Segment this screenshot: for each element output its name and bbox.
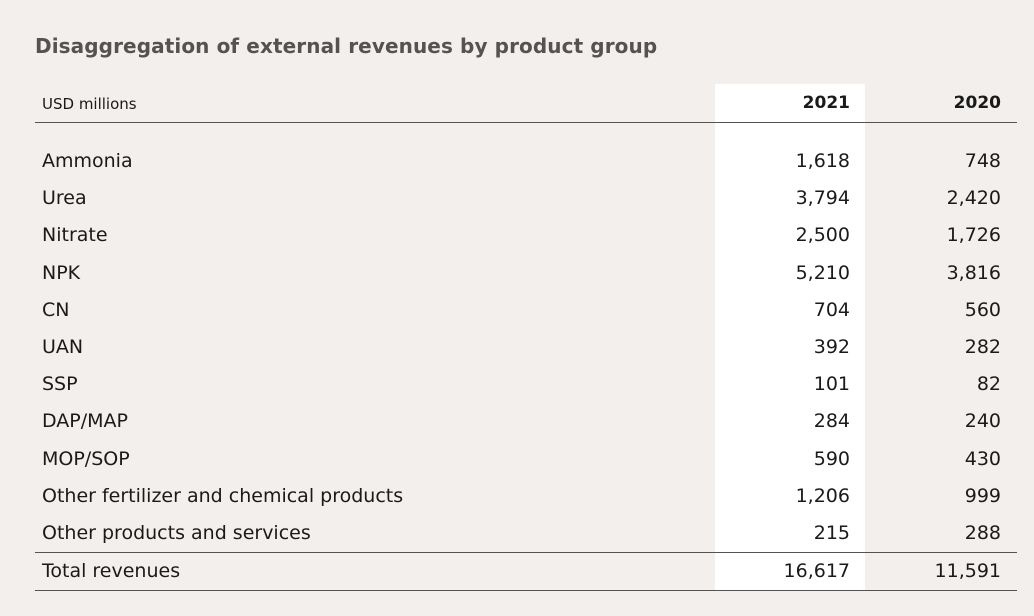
table-row: Nitrate 2,500 1,726 [35,217,1017,254]
value-2020: 2,420 [946,187,1001,210]
total-value-2021: 16,617 [783,560,850,582]
value-2020: 999 [964,484,1001,507]
table-row: Other fertilizer and chemical products 1… [35,478,1017,515]
value-2020: 288 [964,521,1001,544]
value-2020: 3,816 [946,261,1001,284]
total-value-2020: 11,591 [934,560,1001,582]
total-label: Total revenues [42,560,181,582]
value-2021: 284 [813,410,850,433]
row-label: DAP/MAP [42,410,129,433]
value-2021: 101 [813,373,850,396]
value-2020: 1,726 [946,224,1001,247]
table-body: Ammonia 1,618 748 Urea 3,794 2,420 Nitra… [35,143,1017,552]
value-2020: 240 [964,410,1001,433]
value-2020: 282 [964,335,1001,358]
value-2021: 5,210 [795,261,850,284]
value-2021: 1,618 [795,150,850,172]
table-header: USD millions 2021 2020 [35,84,1017,123]
value-2020: 82 [976,373,1001,396]
value-2021: 1,206 [795,484,850,507]
row-label: Other products and services [42,521,311,544]
row-label: NPK [42,261,81,284]
table-row: SSP 101 82 [35,366,1017,403]
value-2020: 748 [964,150,1001,172]
value-2020: 430 [964,447,1001,470]
value-2021: 2,500 [795,224,850,247]
table-row: UAN 392 282 [35,329,1017,366]
row-label: Nitrate [42,224,108,247]
row-label: Urea [42,187,87,210]
column-header-2021: 2021 [802,93,850,113]
unit-label: USD millions [42,95,137,113]
row-label: CN [42,298,70,321]
row-label: Ammonia [42,150,133,172]
value-2021: 392 [813,335,850,358]
value-2021: 3,794 [795,187,850,210]
table-title: Disaggregation of external revenues by p… [35,34,658,58]
value-2021: 215 [813,521,850,544]
row-label: Other fertilizer and chemical products [42,484,404,507]
table-row: NPK 5,210 3,816 [35,255,1017,292]
table-row: Ammonia 1,618 748 [35,143,1017,180]
table-row: CN 704 560 [35,292,1017,329]
value-2021: 704 [813,298,850,321]
table-row: DAP/MAP 284 240 [35,403,1017,440]
row-label: MOP/SOP [42,447,130,470]
column-header-2020: 2020 [953,93,1001,113]
total-row: Total revenues 16,617 11,591 [35,552,1017,591]
value-2020: 560 [964,298,1001,321]
row-label: SSP [42,373,78,396]
table-row: Other products and services 215 288 [35,515,1017,552]
current-year-highlight [715,84,865,590]
row-label: UAN [42,335,84,358]
table-row: Urea 3,794 2,420 [35,180,1017,217]
value-2021: 590 [813,447,850,470]
table-row: MOP/SOP 590 430 [35,441,1017,478]
